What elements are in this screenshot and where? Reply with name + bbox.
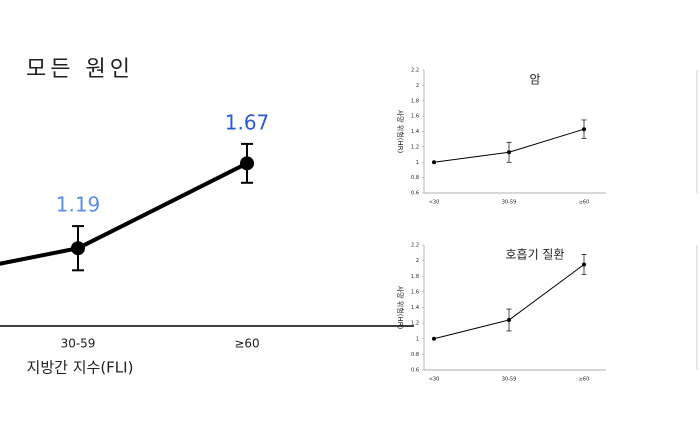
x-axis-label: 지방간 지수(FLI) bbox=[27, 359, 134, 377]
y-tick-label: 0.8 bbox=[411, 352, 419, 358]
x-tick-label: ≥60 bbox=[579, 200, 590, 206]
chart-title: 호흡기 질환 bbox=[505, 248, 564, 262]
data-point bbox=[432, 336, 436, 341]
x-tick-label: ≥60 bbox=[234, 337, 259, 351]
chart-title: 암 bbox=[529, 73, 540, 87]
value-label: 1.19 bbox=[56, 193, 101, 217]
y-tick-label: 1 bbox=[416, 336, 419, 342]
x-tick-label: 30-59 bbox=[502, 377, 517, 383]
y-tick-label: 1.2 bbox=[411, 144, 419, 150]
y-tick-label: 0.6 bbox=[411, 191, 419, 197]
data-point bbox=[507, 318, 511, 322]
data-point bbox=[582, 127, 586, 132]
data-point bbox=[432, 160, 436, 165]
x-tick-label: ≥60 bbox=[579, 377, 590, 383]
y-tick-label: 1.4 bbox=[411, 129, 419, 135]
y-axis-label: 사망 위험(HR) bbox=[396, 286, 405, 330]
data-line bbox=[0, 161, 248, 266]
x-tick-label: 30-59 bbox=[502, 200, 517, 206]
y-tick-label: 1.4 bbox=[411, 305, 419, 311]
x-tick-label: <30 bbox=[429, 377, 440, 383]
y-tick-label: 1.2 bbox=[411, 321, 419, 327]
value-label: 1.67 bbox=[225, 110, 270, 134]
y-axis-label: 사망 위험(HR) bbox=[396, 110, 405, 154]
data-point bbox=[71, 241, 85, 256]
chart-title: 모든 원인 bbox=[26, 57, 134, 82]
y-tick-label: 1.8 bbox=[411, 274, 419, 280]
data-point bbox=[507, 150, 511, 155]
y-tick-label: 1 bbox=[416, 160, 419, 166]
y-tick-label: 1.6 bbox=[411, 289, 419, 295]
y-tick-label: 2 bbox=[416, 83, 419, 89]
y-tick-label: 2.2 bbox=[411, 68, 419, 74]
x-tick-label: <30 bbox=[429, 200, 440, 206]
y-tick-label: 0.8 bbox=[411, 175, 419, 181]
data-point bbox=[240, 156, 254, 171]
y-tick-label: 1.6 bbox=[411, 114, 419, 120]
y-tick-label: 2 bbox=[416, 258, 419, 264]
y-tick-label: 1.8 bbox=[411, 98, 419, 104]
x-tick-label: 30-59 bbox=[61, 337, 96, 351]
data-point bbox=[582, 262, 586, 267]
y-tick-label: 0.6 bbox=[411, 368, 419, 374]
y-tick-label: 2.2 bbox=[411, 243, 419, 249]
